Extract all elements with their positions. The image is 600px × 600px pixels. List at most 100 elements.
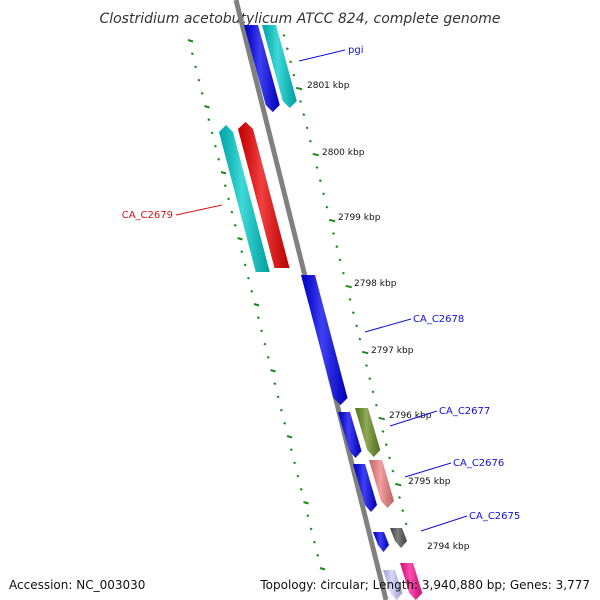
tick-mark (293, 461, 297, 465)
tick-mark (240, 250, 244, 254)
tick-mark (217, 157, 221, 161)
tick-mark (237, 237, 243, 241)
gene-arrow-shading (262, 25, 297, 108)
gene-label[interactable]: pgi (348, 45, 363, 56)
label-leader-line (404, 462, 452, 478)
tick-mark (306, 514, 310, 518)
map-title: Clostridium acetobutylicum ATCC 824, com… (99, 11, 500, 27)
tick-mark (355, 324, 359, 328)
ruler-label: 2800 kbp (322, 148, 365, 158)
tick-mark (316, 553, 320, 557)
tick-mark (384, 443, 388, 447)
gene-feature[interactable] (244, 25, 280, 112)
gene-arrow-shading (373, 532, 389, 552)
gene-feature[interactable] (301, 275, 348, 405)
ruler-label: 2795 kbp (408, 477, 451, 487)
tick-mark (253, 303, 260, 307)
tick-mark (404, 522, 408, 526)
gene-label[interactable]: CA_C2679 (122, 210, 173, 221)
ruler-label: 2798 kbp (354, 279, 397, 289)
tick-mark (371, 390, 375, 394)
tick-mark (187, 39, 194, 43)
tick-mark (391, 469, 395, 473)
tick-mark (250, 289, 254, 293)
tick-mark (279, 408, 283, 412)
tick-mark (332, 232, 335, 235)
topology-text: Topology: circular; Length: 3,940,880 bp… (260, 578, 590, 592)
tick-mark (328, 218, 336, 223)
gene-feature[interactable] (400, 563, 423, 600)
tick-mark (194, 65, 198, 69)
tick-mark (263, 342, 267, 346)
tick-mark (305, 126, 309, 130)
tick-mark (207, 118, 211, 122)
tick-mark (302, 113, 306, 117)
tick-mark (230, 210, 234, 214)
tick-mark (365, 364, 368, 367)
gene-feature[interactable] (353, 464, 377, 512)
tick-mark (322, 192, 326, 196)
gene-arrow-shading (338, 412, 362, 458)
gene-feature[interactable] (390, 528, 407, 548)
gene-arrow-shading (383, 570, 403, 600)
gene-feature[interactable] (338, 412, 362, 458)
gene-feature[interactable] (219, 125, 270, 272)
ruler-label: 2796 kbp (389, 411, 432, 421)
tick-mark (282, 34, 286, 37)
gene-feature[interactable] (383, 570, 403, 600)
tick-mark (338, 258, 342, 262)
tick-mark (283, 421, 287, 425)
tick-mark (312, 540, 316, 544)
tick-mark (309, 527, 313, 531)
tick-mark (200, 91, 204, 95)
outer-tick-track (187, 39, 326, 584)
ruler-label: 2799 kbp (338, 213, 381, 223)
tick-mark (243, 263, 247, 267)
tick-mark (260, 329, 264, 333)
inner-tick-track (282, 34, 408, 526)
gene-arrow-shading (369, 460, 394, 508)
gene-feature[interactable] (373, 532, 389, 552)
gene-arrow-shading (244, 25, 280, 112)
tick-mark (266, 355, 270, 359)
gene-feature[interactable] (238, 122, 290, 268)
gene-label[interactable]: CA_C2678 (413, 314, 464, 325)
tick-mark (351, 311, 355, 315)
tick-mark (319, 567, 326, 571)
tick-mark (220, 171, 227, 175)
tick-mark (401, 509, 405, 513)
gene-label[interactable]: CA_C2676 (453, 458, 504, 469)
tick-mark (318, 179, 322, 183)
tick-mark (312, 152, 319, 157)
tick-mark (398, 496, 401, 499)
gene-feature[interactable] (369, 460, 394, 508)
gene-arrow-shading (390, 528, 407, 548)
gene-features (219, 25, 423, 600)
tick-mark (197, 78, 201, 82)
tick-mark (292, 73, 296, 77)
gene-label[interactable]: CA_C2677 (439, 406, 490, 417)
tick-mark (246, 276, 250, 280)
gene-feature[interactable] (355, 408, 381, 457)
gene-feature[interactable] (262, 25, 297, 108)
label-leader-line (175, 204, 223, 216)
gene-arrow-shading (353, 464, 377, 512)
tick-mark (308, 139, 312, 143)
tick-mark (388, 456, 392, 460)
gene-arrow-shading (355, 408, 381, 457)
tick-mark (303, 501, 309, 505)
tick-mark (335, 245, 339, 249)
tick-mark (190, 52, 194, 56)
label-leader-line (364, 318, 412, 333)
gene-arrow-shading (219, 125, 270, 272)
label-leader-line (420, 515, 468, 532)
gene-label[interactable]: CA_C2675 (469, 511, 520, 522)
label-leader-line (389, 410, 438, 427)
tick-mark (296, 474, 300, 478)
ruler-label: 2794 kbp (427, 542, 470, 552)
tick-mark (204, 105, 210, 109)
kbp-ruler: 2801 kbp 2800 kbp 2799 kbp 2798 kbp 2797 kbp… (307, 81, 470, 552)
tick-mark (276, 395, 280, 399)
tick-mark (256, 316, 260, 320)
label-leader-line (298, 49, 346, 62)
